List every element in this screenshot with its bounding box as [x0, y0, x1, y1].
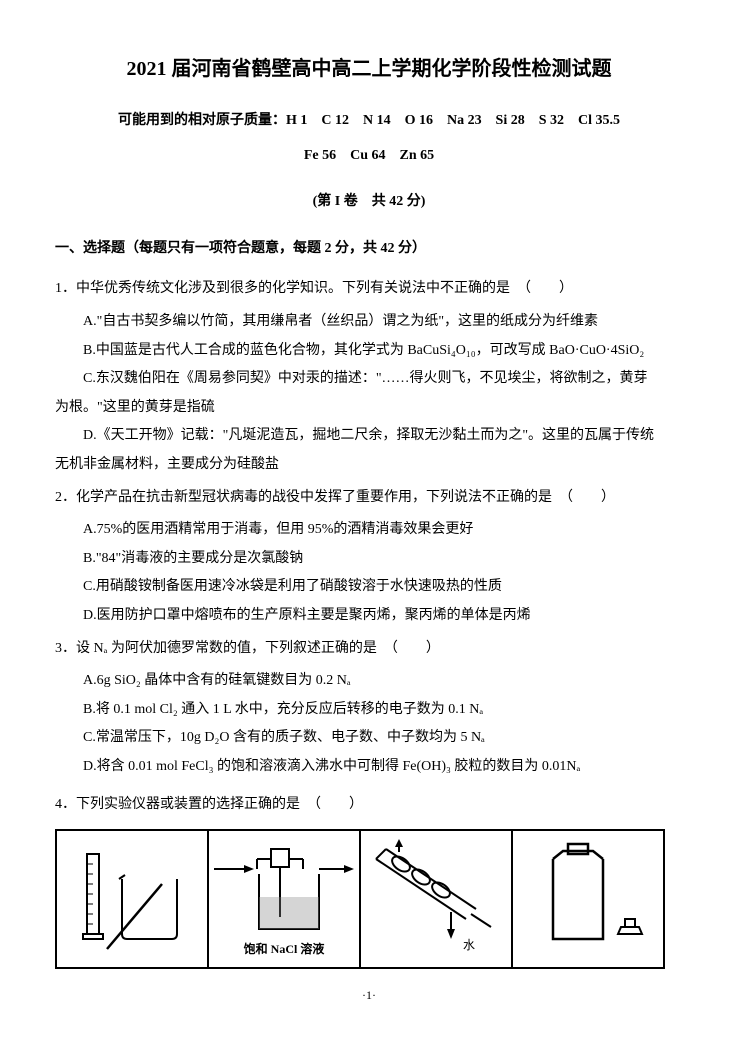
diagram-cell-3: 水: [361, 831, 513, 967]
q2-option-a: A.75%的医用酒精常用于消毒，但用 95%的酒精消毒效果会更好: [55, 517, 683, 544]
q3-stem: 3．设 Nₐ 为阿伏加德罗常数的值，下列叙述正确的是 （ ）: [55, 636, 683, 663]
part-header: (第 I 卷 共 42 分): [55, 189, 683, 216]
q2-stem: 2．化学产品在抗击新型冠状病毒的战役中发挥了重要作用，下列说法不正确的是 （ ）: [55, 485, 683, 512]
diagram-cell-4: [513, 831, 663, 967]
bottle-stopper-icon: [523, 839, 653, 959]
nacl-label: 饱和 NaCl 溶液: [244, 938, 325, 961]
apparatus-diagram: 饱和 NaCl 溶液 水: [55, 829, 665, 969]
page-number: ·1·: [55, 984, 683, 1007]
q2-option-c: C.用硝酸铵制备医用速冷冰袋是利用了硝酸铵溶于水快速吸热的性质: [55, 574, 683, 601]
q1-stem: 1．中华优秀传统文化涉及到很多的化学知识。下列有关说法中不正确的是 （ ）: [55, 276, 683, 303]
condenser-icon: [361, 839, 511, 959]
atomic-mass-intro: 可能用到的相对原子质量：H 1 C 12 N 14 O 16 Na 23 Si …: [55, 108, 683, 135]
page-title: 2021 届河南省鹤壁高中高二上学期化学阶段性检测试题: [55, 50, 683, 88]
q3-option-c: C.常温常压下，10g D₂O 含有的质子数、电子数、中子数均为 5 Nₐ: [55, 725, 683, 752]
q1-option-d-cont: 无机非金属材料，主要成分为硅酸盐: [55, 452, 683, 479]
q1-option-b: B.中国蓝是古代人工合成的蓝色化合物，其化学式为 BaCuSi₄O₁₀，可改写成…: [55, 338, 683, 365]
diagram-cell-2: 饱和 NaCl 溶液: [209, 831, 361, 967]
q3-option-a: A.6g SiO₂ 晶体中含有的硅氧键数目为 0.2 Nₐ: [55, 668, 683, 695]
diagram-cell-1: [57, 831, 209, 967]
cylinder-beaker-icon: [67, 839, 197, 959]
q2-option-d: D.医用防护口罩中熔喷布的生产原料主要是聚丙烯，聚丙烯的单体是丙烯: [55, 603, 683, 630]
water-label: 水: [463, 934, 475, 957]
q3-option-d: D.将含 0.01 mol FeCl₃ 的饱和溶液滴入沸水中可制得 Fe(OH)…: [55, 754, 683, 781]
q2-option-b: B."84"消毒液的主要成分是次氯酸钠: [55, 546, 683, 573]
q1-option-c: C.东汉魏伯阳在《周易参同契》中对汞的描述："……得火则飞，不见埃尘，将欲制之，…: [55, 366, 683, 393]
q4-stem: 4．下列实验仪器或装置的选择正确的是 （ ）: [55, 792, 683, 819]
q3-option-b: B.将 0.1 mol Cl₂ 通入 1 L 水中，充分反应后转移的电子数为 0…: [55, 697, 683, 724]
q1-option-c-cont: 为根。"这里的黄芽是指硫: [55, 395, 683, 422]
q1-option-d: D.《天工开物》记载："凡埏泥造瓦，掘地二尺余，择取无沙黏土而为之"。这里的瓦属…: [55, 423, 683, 450]
q1-option-a: A."自古书契多编以竹简，其用缣帛者（丝织品）谓之为纸"，这里的纸成分为纤维素: [55, 309, 683, 336]
atomic-mass-line2: Fe 56 Cu 64 Zn 65: [55, 143, 683, 170]
section-header: 一、选择题（每题只有一项符合题意，每题 2 分，共 42 分）: [55, 236, 683, 263]
